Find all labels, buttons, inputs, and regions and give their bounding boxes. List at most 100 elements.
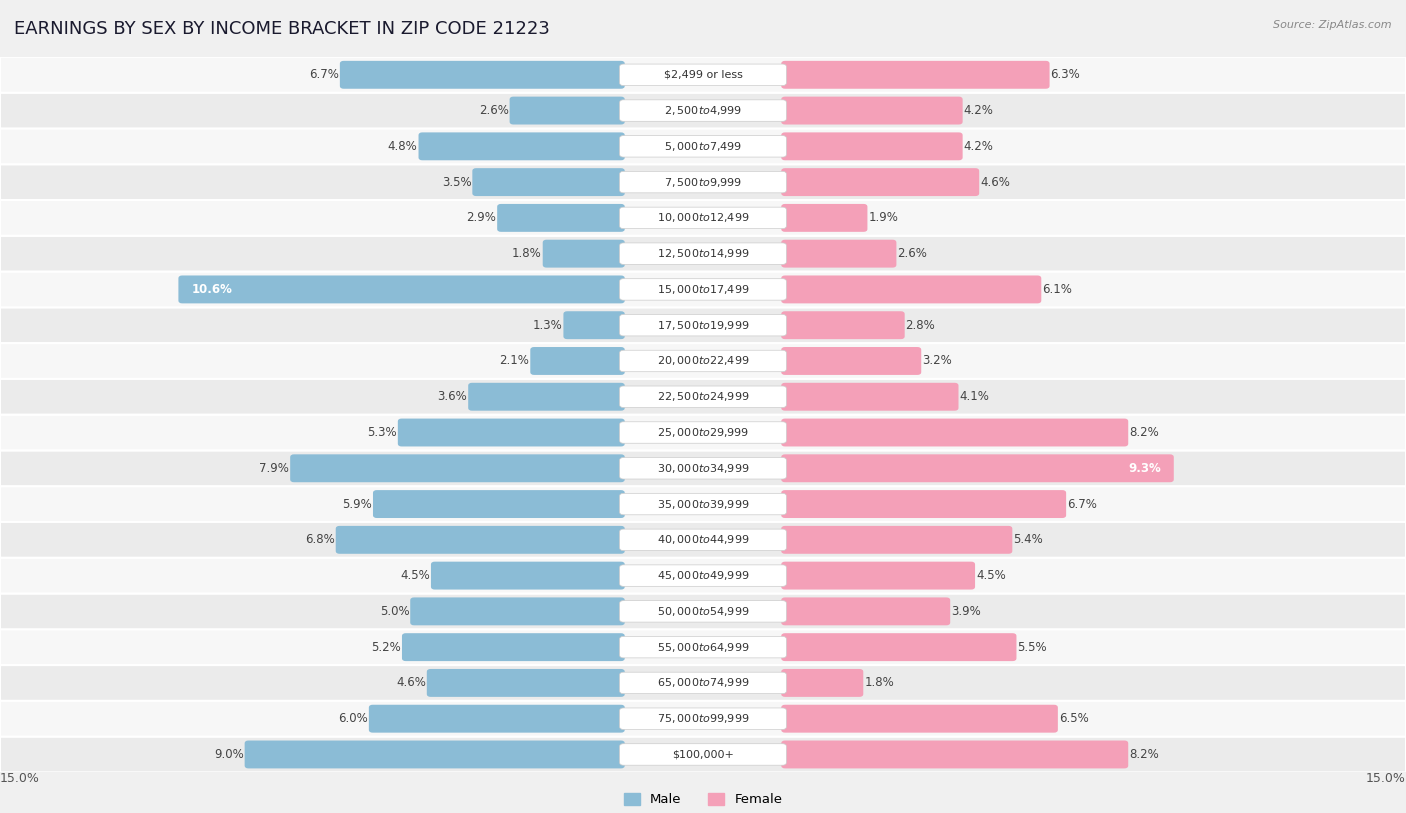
FancyBboxPatch shape	[530, 347, 624, 375]
Text: 6.5%: 6.5%	[1059, 712, 1088, 725]
Text: 2.1%: 2.1%	[499, 354, 529, 367]
FancyBboxPatch shape	[620, 350, 786, 372]
FancyBboxPatch shape	[398, 419, 624, 446]
Text: 2.6%: 2.6%	[897, 247, 927, 260]
Text: 6.1%: 6.1%	[1042, 283, 1073, 296]
Text: 1.8%: 1.8%	[512, 247, 541, 260]
Text: $22,500 to $24,999: $22,500 to $24,999	[657, 390, 749, 403]
Text: 3.6%: 3.6%	[437, 390, 467, 403]
Text: 9.3%: 9.3%	[1128, 462, 1161, 475]
Text: 6.0%: 6.0%	[339, 712, 368, 725]
Text: 15.0%: 15.0%	[0, 772, 39, 785]
Text: $100,000+: $100,000+	[672, 750, 734, 759]
FancyBboxPatch shape	[0, 558, 1406, 593]
Text: 1.3%: 1.3%	[533, 319, 562, 332]
FancyBboxPatch shape	[0, 415, 1406, 450]
Text: $75,000 to $99,999: $75,000 to $99,999	[657, 712, 749, 725]
FancyBboxPatch shape	[620, 64, 786, 85]
Text: 5.2%: 5.2%	[371, 641, 401, 654]
Text: EARNINGS BY SEX BY INCOME BRACKET IN ZIP CODE 21223: EARNINGS BY SEX BY INCOME BRACKET IN ZIP…	[14, 20, 550, 38]
FancyBboxPatch shape	[620, 243, 786, 264]
FancyBboxPatch shape	[620, 422, 786, 443]
FancyBboxPatch shape	[0, 343, 1406, 379]
FancyBboxPatch shape	[620, 315, 786, 336]
FancyBboxPatch shape	[620, 744, 786, 765]
FancyBboxPatch shape	[782, 97, 963, 124]
FancyBboxPatch shape	[468, 383, 624, 411]
Text: 15.0%: 15.0%	[1367, 772, 1406, 785]
Text: $7,500 to $9,999: $7,500 to $9,999	[664, 176, 742, 189]
Text: 4.5%: 4.5%	[401, 569, 430, 582]
FancyBboxPatch shape	[0, 164, 1406, 200]
FancyBboxPatch shape	[782, 311, 904, 339]
FancyBboxPatch shape	[782, 562, 976, 589]
FancyBboxPatch shape	[0, 737, 1406, 772]
FancyBboxPatch shape	[782, 526, 1012, 554]
FancyBboxPatch shape	[782, 240, 897, 267]
FancyBboxPatch shape	[336, 526, 624, 554]
FancyBboxPatch shape	[620, 637, 786, 658]
Text: 1.8%: 1.8%	[865, 676, 894, 689]
FancyBboxPatch shape	[419, 133, 624, 160]
Text: 5.3%: 5.3%	[367, 426, 396, 439]
Text: $55,000 to $64,999: $55,000 to $64,999	[657, 641, 749, 654]
Text: 4.5%: 4.5%	[976, 569, 1005, 582]
FancyBboxPatch shape	[620, 493, 786, 515]
Text: 4.1%: 4.1%	[959, 390, 990, 403]
Text: 8.2%: 8.2%	[1129, 426, 1159, 439]
FancyBboxPatch shape	[0, 701, 1406, 737]
FancyBboxPatch shape	[0, 593, 1406, 629]
FancyBboxPatch shape	[509, 97, 624, 124]
FancyBboxPatch shape	[245, 741, 624, 768]
FancyBboxPatch shape	[620, 136, 786, 157]
FancyBboxPatch shape	[290, 454, 624, 482]
Text: 4.2%: 4.2%	[963, 104, 994, 117]
Text: 4.6%: 4.6%	[396, 676, 426, 689]
FancyBboxPatch shape	[340, 61, 624, 89]
Text: 6.7%: 6.7%	[309, 68, 339, 81]
FancyBboxPatch shape	[782, 669, 863, 697]
Text: $40,000 to $44,999: $40,000 to $44,999	[657, 533, 749, 546]
FancyBboxPatch shape	[0, 57, 1406, 93]
Text: $20,000 to $22,499: $20,000 to $22,499	[657, 354, 749, 367]
FancyBboxPatch shape	[620, 279, 786, 300]
Text: 2.6%: 2.6%	[479, 104, 509, 117]
FancyBboxPatch shape	[782, 204, 868, 232]
FancyBboxPatch shape	[402, 633, 624, 661]
FancyBboxPatch shape	[782, 168, 979, 196]
Text: 9.0%: 9.0%	[214, 748, 243, 761]
Text: $2,499 or less: $2,499 or less	[664, 70, 742, 80]
FancyBboxPatch shape	[543, 240, 624, 267]
Text: $35,000 to $39,999: $35,000 to $39,999	[657, 498, 749, 511]
Text: 7.9%: 7.9%	[259, 462, 290, 475]
FancyBboxPatch shape	[782, 133, 963, 160]
FancyBboxPatch shape	[620, 529, 786, 550]
Legend: Male, Female: Male, Female	[624, 793, 782, 806]
Text: $45,000 to $49,999: $45,000 to $49,999	[657, 569, 749, 582]
FancyBboxPatch shape	[782, 276, 1042, 303]
FancyBboxPatch shape	[0, 379, 1406, 415]
FancyBboxPatch shape	[620, 601, 786, 622]
Text: 10.6%: 10.6%	[191, 283, 232, 296]
Text: $50,000 to $54,999: $50,000 to $54,999	[657, 605, 749, 618]
Text: $12,500 to $14,999: $12,500 to $14,999	[657, 247, 749, 260]
FancyBboxPatch shape	[620, 708, 786, 729]
FancyBboxPatch shape	[0, 307, 1406, 343]
Text: 3.2%: 3.2%	[922, 354, 952, 367]
FancyBboxPatch shape	[620, 207, 786, 228]
FancyBboxPatch shape	[0, 236, 1406, 272]
Text: 5.0%: 5.0%	[380, 605, 409, 618]
FancyBboxPatch shape	[432, 562, 624, 589]
Text: $5,000 to $7,499: $5,000 to $7,499	[664, 140, 742, 153]
Text: $25,000 to $29,999: $25,000 to $29,999	[657, 426, 749, 439]
FancyBboxPatch shape	[427, 669, 624, 697]
FancyBboxPatch shape	[620, 672, 786, 693]
Text: 2.8%: 2.8%	[905, 319, 935, 332]
FancyBboxPatch shape	[782, 61, 1049, 89]
FancyBboxPatch shape	[782, 633, 1017, 661]
Text: 4.8%: 4.8%	[388, 140, 418, 153]
Text: 3.9%: 3.9%	[950, 605, 981, 618]
FancyBboxPatch shape	[0, 522, 1406, 558]
Text: 5.4%: 5.4%	[1014, 533, 1043, 546]
FancyBboxPatch shape	[368, 705, 624, 733]
